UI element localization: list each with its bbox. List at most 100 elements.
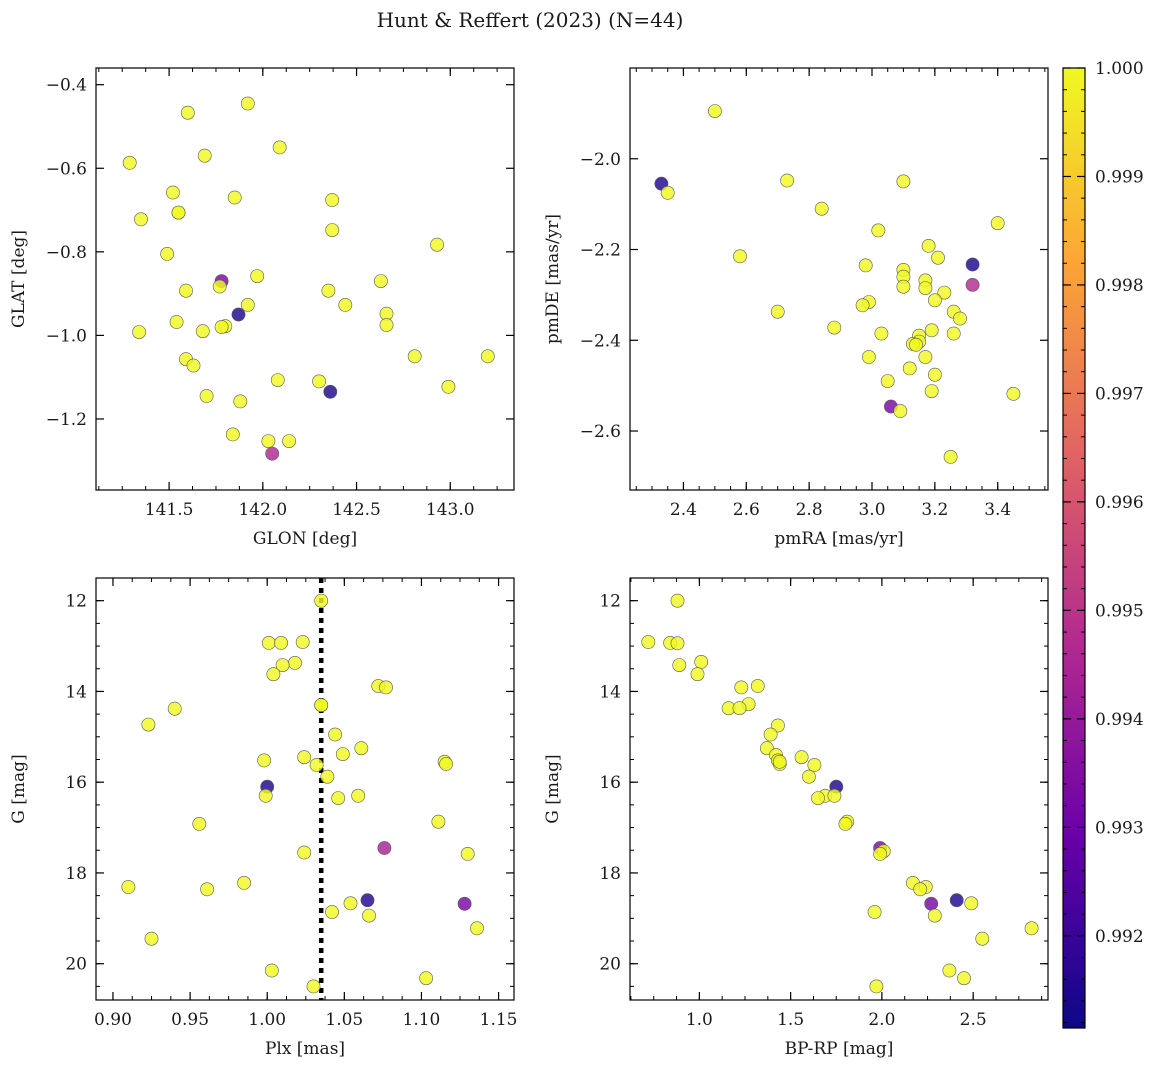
x-axis-label: Plx [mas] [265, 1039, 345, 1059]
data-point [325, 905, 339, 919]
data-point [921, 238, 936, 253]
data-point [122, 155, 137, 170]
data-point [918, 281, 933, 295]
data-point [733, 249, 747, 264]
data-point [134, 212, 148, 227]
data-point [325, 223, 340, 237]
colorbar-gradient [1062, 67, 1086, 1029]
scatter-points [641, 593, 1039, 994]
data-point [354, 741, 369, 756]
data-point [265, 446, 280, 461]
figure-title: Hunt & Reffert (2023) (N=44) [377, 8, 684, 32]
data-point [231, 307, 246, 322]
data-point [132, 325, 146, 339]
data-point [862, 350, 876, 364]
x-tick-label: 1.5 [777, 1010, 804, 1030]
data-point [770, 304, 785, 319]
data-point [772, 754, 787, 769]
data-point [869, 979, 884, 994]
data-point [328, 727, 342, 742]
y-tick-label: 16 [65, 773, 87, 793]
axes-frame [629, 67, 1049, 491]
data-point [990, 216, 1005, 231]
data-point [874, 326, 889, 341]
data-point [924, 896, 939, 911]
y-tick-label: −2.0 [580, 150, 621, 170]
data-point [272, 140, 287, 155]
data-point [780, 173, 794, 188]
data-point [893, 404, 908, 418]
colorbar-tick-label: 0.998 [1095, 276, 1144, 296]
data-point [212, 279, 227, 294]
data-point [1006, 386, 1021, 401]
data-point [946, 326, 961, 341]
colorbar-tick-label: 0.995 [1095, 601, 1144, 621]
data-point [141, 717, 156, 732]
data-point [360, 893, 375, 908]
data-point [306, 979, 321, 994]
data-point [949, 893, 964, 908]
y-axis-label: pmDE [mas/yr] [543, 214, 563, 344]
data-point [794, 750, 809, 765]
data-point [264, 963, 279, 978]
panel-bprp-g: 1.0 1.5 2.0 2.5 12 14 16 18 20 BP-RP [mag] G [mag] [543, 577, 1049, 1059]
data-point [902, 361, 917, 376]
data-point [323, 384, 338, 399]
x-axis-label: pmRA [mas/yr] [774, 529, 903, 549]
y-tick-label: 18 [599, 864, 621, 884]
x-axis-label: BP-RP [mag] [785, 1039, 894, 1059]
colorbar-tick-label: 0.992 [1095, 927, 1144, 947]
data-point [250, 269, 265, 283]
x-tick-label: 2.5 [960, 1010, 987, 1030]
data-point [180, 105, 195, 120]
x-tick-label: 2.6 [733, 500, 760, 520]
x-axis-label: GLON [deg] [253, 529, 357, 549]
data-point [321, 283, 336, 298]
data-point [225, 427, 240, 442]
data-point [179, 283, 193, 298]
data-point [197, 148, 212, 163]
data-point [335, 747, 350, 761]
data-point [199, 389, 214, 403]
data-point [331, 791, 346, 805]
data-point [913, 882, 928, 897]
data-point [708, 104, 722, 118]
x-tick-label: 3.0 [858, 500, 885, 520]
data-point [771, 718, 785, 733]
data-point [240, 96, 255, 111]
y-tick-label: −2.4 [580, 331, 621, 351]
x-tick-label: 1.10 [403, 1010, 441, 1030]
x-tick-label: 1.05 [325, 1010, 363, 1030]
y-tick-label: −1.2 [46, 410, 87, 430]
y-tick-label: −0.4 [46, 76, 87, 96]
data-point [975, 931, 990, 946]
colorbar-tick-label: 0.997 [1095, 384, 1144, 404]
data-point [896, 279, 911, 294]
x-tick-label: 143.0 [426, 500, 475, 520]
x-tick-label: 0.90 [94, 1010, 132, 1030]
scatter-points [654, 104, 1021, 464]
data-point [871, 223, 886, 238]
y-tick-label: 14 [599, 682, 621, 702]
data-point [320, 769, 335, 784]
data-point [297, 845, 312, 860]
data-point [195, 324, 210, 339]
data-point [240, 297, 255, 312]
data-point [873, 847, 887, 861]
scatter-points [122, 96, 495, 461]
data-point [257, 753, 271, 768]
data-point [838, 817, 853, 831]
colorbar-tick-label: 0.994 [1095, 710, 1144, 730]
data-point [927, 908, 942, 923]
data-point [439, 757, 453, 771]
x-tick-label: 2.8 [796, 500, 823, 520]
data-point [827, 788, 842, 803]
data-point [957, 971, 971, 986]
data-point [258, 788, 273, 803]
data-point [233, 394, 248, 409]
data-point [379, 318, 394, 332]
colorbar-tick-label: 0.993 [1095, 818, 1144, 838]
x-tick-label: 3.2 [921, 500, 948, 520]
data-point [261, 434, 276, 448]
